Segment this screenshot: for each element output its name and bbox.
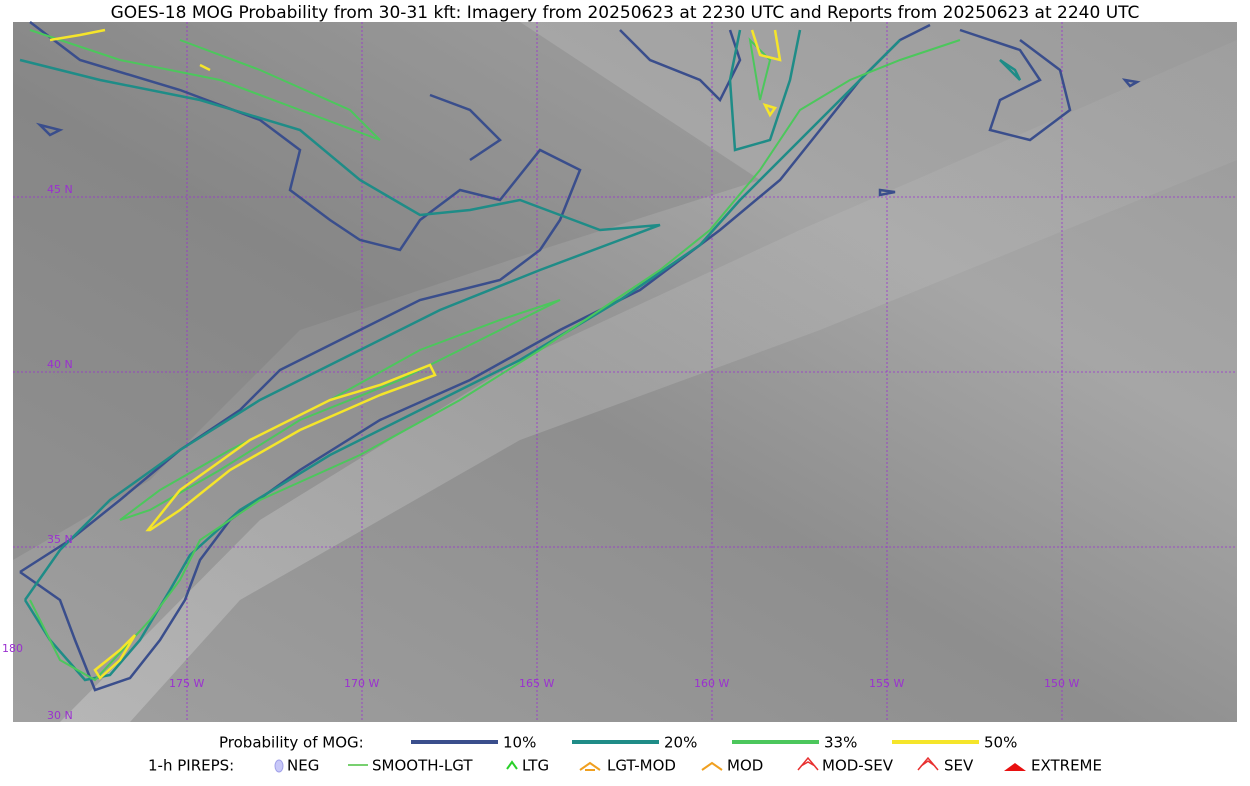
extreme-icon	[1004, 763, 1026, 771]
title: GOES-18 MOG Probability from 30-31 kft: …	[111, 3, 1140, 23]
latitude-label: 35 N	[47, 533, 73, 546]
legend-label: MOD	[727, 757, 763, 775]
legend-title: 1-h PIREPS:	[148, 757, 234, 775]
legend-label: LTG	[522, 757, 549, 775]
contours	[19, 21, 1141, 692]
legend-label: NEG	[287, 757, 319, 775]
mod-sev-icon	[797, 756, 819, 771]
legend-title: Probability of MOG:	[219, 734, 364, 752]
legend-label: SEV	[944, 757, 974, 775]
legend-label: 33%	[824, 734, 857, 752]
ltg-icon	[506, 760, 518, 770]
longitude-label: 150 W	[1044, 677, 1079, 690]
dark-region	[13, 22, 760, 560]
longitude-label: 175 W	[169, 677, 204, 690]
latitude-label: 45 N	[47, 183, 73, 196]
neg-icon	[274, 759, 284, 773]
bright-band	[60, 40, 1237, 722]
latitude-labels: 45 N 40 N 35 N 30 N	[47, 183, 73, 722]
longitude-label: 160 W	[694, 677, 729, 690]
latitude-label: 30 N	[47, 709, 73, 722]
legend-label: 20%	[664, 734, 697, 752]
map: 45 N 40 N 35 N 30 N 180 175 W 170 W 165 W 160 W…	[2, 21, 1237, 722]
legend-label: 50%	[984, 734, 1017, 752]
legend-label: 10%	[503, 734, 536, 752]
longitude-label: 180	[2, 642, 23, 655]
legend-label: SMOOTH-LGT	[372, 757, 473, 775]
sev-icon	[917, 756, 939, 771]
grid	[13, 22, 1237, 722]
legend-label: LGT-MOD	[607, 757, 676, 775]
longitude-labels: 180 175 W 170 W 165 W 160 W 155 W 150 W	[2, 642, 1079, 690]
legend-label: EXTREME	[1031, 757, 1102, 775]
pirep-icons	[274, 756, 1026, 773]
lgt-mod-icon	[579, 761, 601, 771]
longitude-label: 165 W	[519, 677, 554, 690]
longitude-label: 155 W	[869, 677, 904, 690]
legend: Probability of MOG: 10% 20% 33% 50% 1-h PIREP…	[148, 734, 1102, 775]
legend-label: MOD-SEV	[822, 757, 894, 775]
mod-icon	[701, 761, 723, 771]
longitude-label: 170 W	[344, 677, 379, 690]
latitude-label: 40 N	[47, 358, 73, 371]
